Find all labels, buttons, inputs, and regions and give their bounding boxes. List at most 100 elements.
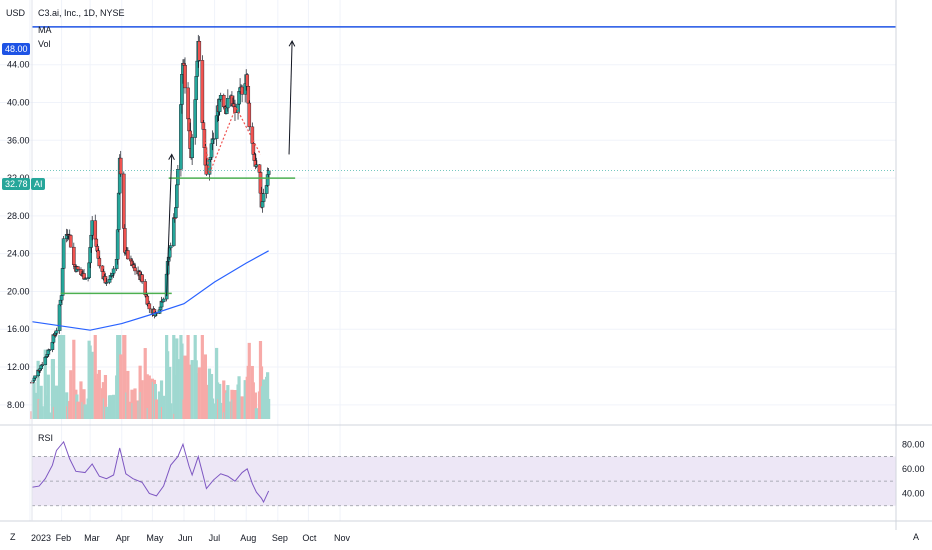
volume-bar [253,392,257,419]
candle-body [158,306,163,311]
candle-body [193,99,198,138]
volume-bar [240,396,244,419]
candle-body [121,173,126,229]
candle-body [240,86,244,95]
candle-body [126,250,130,260]
ma-indicator-label[interactable]: MA [38,25,52,35]
volume-bar [69,370,73,419]
candle-body [107,279,112,283]
price-tick-label: 16.00 [7,324,30,334]
volume-bar [33,392,37,419]
rsi-line [31,440,270,504]
candles[interactable] [30,34,271,384]
volume-bar [143,348,147,419]
candle-body [147,303,152,310]
volume-bars [30,335,271,419]
time-tick-label: 2023 [31,533,51,543]
rsi-axis[interactable]: 40.00 60.00 80.00 [902,439,925,498]
trend-arrow [166,154,173,297]
rsi-dashed-lines [32,456,896,507]
volume-bar [104,406,109,419]
candle-body [90,220,94,236]
candle-body [176,169,180,186]
candle-body [201,122,206,130]
volume-bar [108,395,113,419]
volume-bar [180,343,184,419]
rsi-tick-label: 80.00 [902,439,925,449]
price-tick-label: 8.00 [7,400,25,410]
candle-body [260,201,265,208]
candle-body [54,330,59,334]
volume-bar [90,351,94,419]
volume-bar [46,374,50,419]
currency-label[interactable]: USD [6,8,26,18]
time-tick-label: Jul [209,533,221,543]
price-tick-label: 12.00 [7,362,30,372]
time-tick-label: Sep [272,533,288,543]
ai-tag-label: AI [34,179,43,189]
volume-bar [190,360,194,419]
last-price-value: 32.78 [5,179,28,189]
rsi-tick-label: 60.00 [902,464,925,474]
rsi-indicator-label[interactable]: RSI [38,433,53,443]
volume-bar [172,335,176,419]
price-tick-label: 20.00 [7,286,30,296]
time-tick-label: Mar [84,533,100,543]
volume-bar [159,380,164,419]
time-axis[interactable]: 2023 Feb Mar Apr May Jun Jul Aug Sep Oct Nov [31,533,351,543]
candle-body [83,278,87,280]
volume-bar [57,335,62,419]
candle-body [123,228,127,253]
candle-body [254,164,259,167]
volume-bar [83,404,87,419]
price-tick-label: 40.00 [7,97,30,107]
volume-bar [133,388,137,419]
candle-body [145,295,150,305]
price-tick-label: 36.00 [7,135,30,145]
volume-bar [204,384,209,419]
volume-bar [43,349,47,419]
volume-bar [200,335,204,419]
level-badge [2,43,30,55]
candle-body [204,164,209,175]
main-pane-background [0,0,896,425]
symbol-title[interactable]: C3.ai, Inc., 1D, NYSE [38,8,125,18]
candle-body [72,246,76,265]
volume-bar [207,368,212,419]
time-tick-label: Apr [116,533,130,543]
volume-bar [145,374,149,419]
volume-bar [218,383,222,419]
volume-bar [82,389,86,419]
time-tick-label: Jun [178,533,193,543]
timezone-button[interactable]: Z [10,532,16,542]
auto-scale-button[interactable]: A [913,532,919,542]
ai-tag-badge [31,178,45,190]
dotted-pattern-line [202,105,262,176]
time-tick-label: Feb [56,533,72,543]
candle-body [175,184,179,208]
candle-body [266,170,271,175]
volume-bar [254,408,258,419]
volume-bar [168,366,172,419]
volume-bar [247,342,251,419]
vol-indicator-label[interactable]: Vol [38,39,51,49]
rsi-tick-label: 40.00 [902,488,925,498]
candle-body [226,98,230,109]
candle-body [68,235,73,248]
time-tick-label: Nov [334,533,351,543]
volume-bar [62,335,66,419]
volume-bar [233,390,237,419]
volume-bar [219,402,223,419]
candle-body [190,137,194,159]
volume-bar [47,412,51,419]
candle-body [104,282,109,284]
trend-arrow-head [168,153,175,161]
volume-bar [112,394,116,419]
trend-arrow [288,41,293,155]
trend-arrow-head [288,40,296,47]
volume-bar [76,401,80,419]
volume-bar [65,392,69,419]
volume-bar [226,385,230,419]
volume-bar [140,380,144,419]
